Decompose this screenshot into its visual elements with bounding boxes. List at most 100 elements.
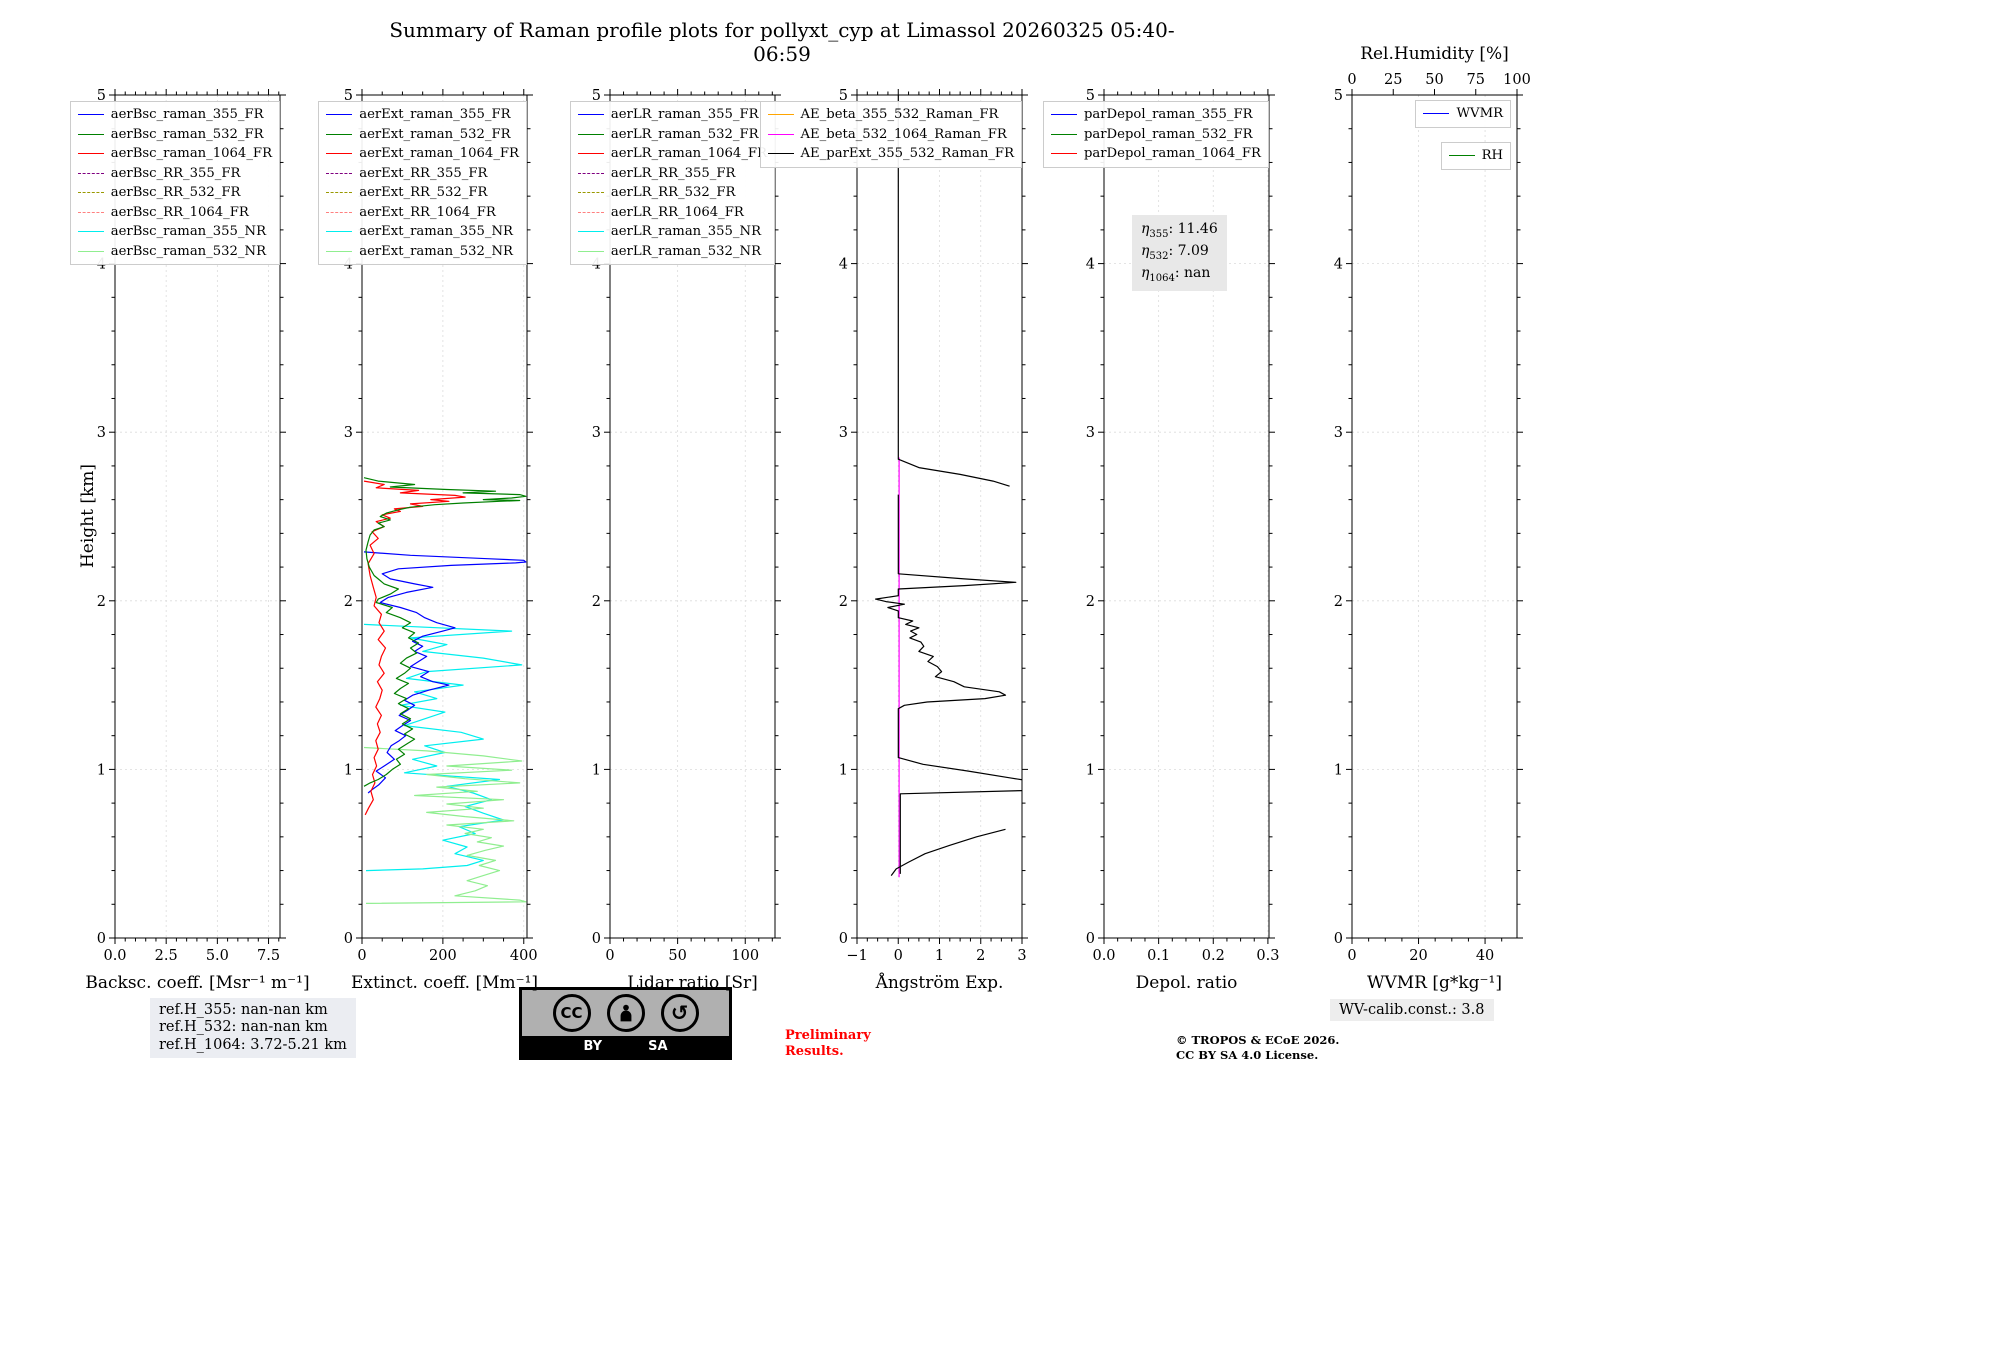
legend-line-sample	[577, 153, 604, 155]
y-tick-label: 1	[839, 762, 848, 778]
legend-line-sample	[577, 172, 604, 174]
y-tick-label: 0	[592, 931, 601, 947]
y-tick-label: 4	[1334, 257, 1343, 273]
axes-box	[361, 94, 528, 939]
legend-line-sample	[77, 231, 104, 233]
legend-line-sample	[577, 231, 604, 233]
legend-line-sample	[326, 231, 353, 233]
axis-ticks	[356, 89, 533, 944]
copyright-line: © TROPOS & ECoE 2026.	[1176, 1033, 1340, 1047]
legend-line-sample	[1050, 114, 1077, 116]
legend-item: aerExt_RR_1064_FR	[326, 203, 519, 223]
legend-item: aerBsc_raman_355_NR	[77, 222, 272, 242]
cc-badge-bar: BY SA	[522, 1036, 729, 1057]
y-tick-label: 0	[1086, 931, 1095, 947]
cc-license-badge: CC ↺ BY SA	[519, 987, 732, 1060]
y-tick-label: 5	[839, 88, 848, 104]
legend-line-sample	[326, 211, 353, 213]
series-group	[874, 95, 1022, 878]
top-x-tick-label: 100	[1503, 72, 1531, 88]
legend-line-sample	[1050, 133, 1077, 135]
legend-line-sample	[1448, 155, 1475, 157]
x-axis-label: Ångström Exp.	[875, 972, 1004, 993]
share-alike-arrow-icon: ↺	[660, 994, 699, 1032]
x-tick-label: 40	[1476, 948, 1494, 964]
legend-item: aerLR_raman_355_NR	[577, 222, 767, 242]
legend-item: aerBsc_raman_532_FR	[77, 125, 272, 145]
legend-line-sample	[577, 250, 604, 252]
legend-item: parDepol_raman_532_FR	[1050, 125, 1261, 145]
x-tick-label: 20	[1409, 948, 1427, 964]
copyright-line: CC BY SA 4.0 License.	[1176, 1047, 1319, 1062]
y-tick-label: 2	[97, 594, 106, 610]
x-tick-label: 3	[1017, 948, 1026, 964]
x-tick-label: 2.5	[155, 948, 178, 964]
legend-line-sample	[326, 114, 353, 116]
x-tick-label: 100	[731, 948, 759, 964]
legend-label: aerExt_RR_532_FR	[359, 185, 488, 201]
x-tick-label: 5.0	[206, 948, 229, 964]
legend-line-sample	[77, 211, 104, 213]
legend-label: aerBsc_RR_1064_FR	[110, 204, 249, 220]
y-tick-label: 3	[344, 425, 353, 441]
eta-value: η355: 11.46	[1141, 221, 1218, 240]
preliminary-note: Preliminary Results.	[785, 1028, 871, 1061]
y-tick-label: 3	[592, 425, 601, 441]
cc-badge-icons: CC ↺	[522, 990, 729, 1036]
axis-ticks	[109, 89, 286, 944]
axes-box	[609, 94, 776, 939]
legend-line-sample	[326, 153, 353, 155]
legend-line-sample	[326, 133, 353, 135]
legend-label: aerBsc_raman_532_NR	[110, 243, 266, 259]
legend-label: aerBsc_raman_1064_FR	[110, 146, 272, 162]
x-tick-label: 0	[605, 948, 614, 964]
series-aerExt_raman_532_FR	[363, 477, 527, 787]
copyright-note: © TROPOS & ECoE 2026. CC BY SA 4.0 Licen…	[1176, 1033, 1339, 1063]
legend-backscatter: aerBsc_raman_355_FR aerBsc_raman_532_FR ae…	[69, 101, 280, 265]
legend-line-sample	[767, 114, 794, 116]
x-axis-label: Depol. ratio	[1136, 973, 1238, 993]
y-tick-label: 1	[344, 762, 353, 778]
x-tick-label: 400	[510, 948, 538, 964]
legend-item: aerExt_raman_532_FR	[326, 125, 519, 145]
depol-calibration-annotation: η355: 11.46 η532: 7.09 η1064: nan	[1132, 215, 1227, 292]
legend-label: aerLR_raman_532_NR	[610, 243, 761, 259]
y-tick-label: 5	[1334, 88, 1343, 104]
legend-angstrom: AE_beta_355_532_Raman_FR AE_beta_532_1064…	[759, 101, 1022, 168]
legend-item: aerLR_raman_532_NR	[577, 242, 767, 262]
x-tick-label: 50	[668, 948, 686, 964]
legend-line-sample	[326, 172, 353, 174]
series-aerExt_raman_355_FR	[363, 551, 527, 794]
legend-label: aerExt_RR_355_FR	[359, 165, 488, 181]
legend-line-sample	[77, 133, 104, 135]
cc-by-label: BY	[583, 1039, 603, 1054]
legend-item: AE_parExt_355_532_Raman_FR	[767, 144, 1014, 164]
legend-label: aerExt_raman_355_NR	[359, 224, 513, 240]
legend-item: aerBsc_RR_1064_FR	[77, 203, 272, 223]
y-tick-label: 3	[839, 425, 848, 441]
series-AE_parExt_355_532_Raman_FR	[897, 95, 1010, 487]
attribution-person-icon	[606, 994, 645, 1032]
legend-line-sample	[1050, 153, 1077, 155]
legend-label: aerBsc_raman_532_FR	[110, 126, 264, 142]
legend-line-sample	[1423, 113, 1450, 115]
y-tick-label: 5	[344, 88, 353, 104]
legend-line-sample	[77, 250, 104, 252]
grid	[1351, 94, 1517, 939]
x-axis-label: Lidar ratio [Sr]	[627, 973, 757, 993]
wv-calibration-note: WV-calib.const.: 3.8	[1330, 999, 1494, 1021]
legend-label: WVMR	[1456, 106, 1503, 122]
legend-item: AE_beta_355_532_Raman_FR	[767, 105, 1014, 125]
legend-wvmr: WVMR	[1415, 100, 1511, 128]
legend-wvmr-1: RH	[1440, 142, 1511, 170]
series-aerExt_raman_532_NR	[363, 746, 527, 904]
x-tick-label: 0	[357, 948, 366, 964]
legend-item: aerExt_raman_1064_FR	[326, 144, 519, 164]
legend-label: aerBsc_RR_532_FR	[110, 185, 241, 201]
y-tick-label: 1	[592, 762, 601, 778]
y-tick-label: 5	[97, 88, 106, 104]
